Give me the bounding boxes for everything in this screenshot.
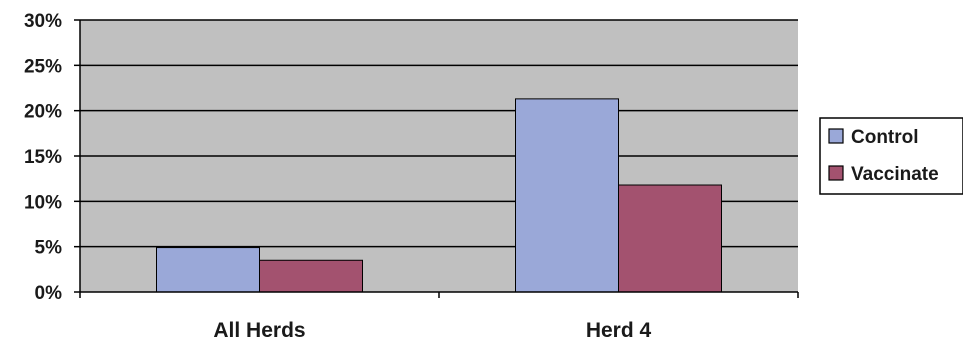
legend: Control Vaccinate [819,117,963,195]
legend-box [819,117,963,195]
category-labels: All Herds Herd 4 [213,319,651,342]
bar-vaccinate-all-herds [259,259,363,293]
bar-control-all-herds [156,247,260,293]
category-label-all-herds: All Herds [213,319,305,342]
bar-vaccinate-herd-4 [618,184,722,293]
y-tick-label: 0% [35,283,63,304]
y-tick-label: 25% [24,56,62,77]
category-label-herd-4: Herd 4 [586,319,652,342]
y-tick-label: 5% [35,238,63,259]
gridlines [80,19,798,248]
y-tick-label: 15% [24,147,62,168]
bars-group [156,98,722,293]
bar-control-herd-4 [515,98,619,293]
y-tick-labels: 0% 5% 10% 15% 20% 25% 30% [24,11,62,304]
y-tick-label: 20% [24,102,62,123]
legend-label-vaccinate: Vaccinate [851,164,939,185]
axes [74,19,799,298]
legend-label-control: Control [851,127,919,148]
y-tick-label: 30% [24,11,62,32]
legend-swatch-control [828,128,844,144]
legend-swatch-vaccinate [828,165,844,181]
y-tick-label: 10% [24,192,62,213]
